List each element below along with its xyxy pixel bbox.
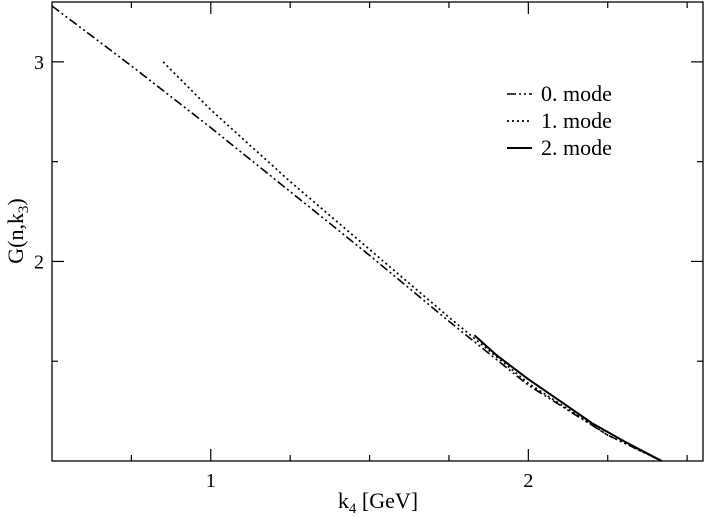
axis-ticks <box>52 2 703 461</box>
series-lines <box>51 5 663 462</box>
plot-frame <box>51 1 704 462</box>
series-line-0 <box>51 5 663 462</box>
axis-tick-labels: 1 2 2 3 <box>34 52 533 492</box>
legend-label-1: 1. mode <box>541 108 612 133</box>
y-axis-label: G(n,k3) <box>3 198 32 264</box>
series-line-1 <box>162 61 663 462</box>
y-tick-label: 3 <box>34 52 44 74</box>
y-tick-label: 2 <box>34 251 44 273</box>
series-line-2 <box>473 334 663 462</box>
x-tick-label: 2 <box>523 470 533 492</box>
x-tick-label: 1 <box>206 470 216 492</box>
x-axis-label: k4 [GeV] <box>338 488 418 517</box>
legend-label-2: 2. mode <box>541 135 612 160</box>
legend-label-0: 0. mode <box>541 81 612 106</box>
